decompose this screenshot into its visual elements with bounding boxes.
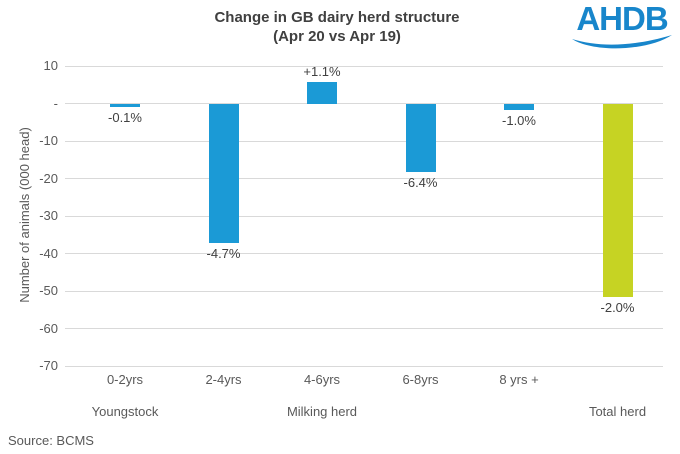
bar-value-label: +1.1% [303,64,341,80]
bar-value-label: -6.4% [403,175,438,191]
bar [602,103,633,297]
ahdb-wave-icon [572,35,672,49]
ahdb-logo-text: AHDB [576,0,668,37]
x-axis-tick-labels: 0-2yrs 2-4yrs 4-6yrs 6-8yrs 8 yrs + [0,372,680,388]
gridline [65,365,663,367]
chart-title-line2: (Apr 20 vs Apr 19) [273,28,401,45]
gridline [65,328,663,329]
x-axis-group-labels: Youngstock Milking herd Total herd [0,404,680,420]
axis-group-label: Total herd [588,404,647,419]
bar [110,103,140,107]
y-tick-label: 10 [43,58,58,73]
gridline [65,65,663,67]
axis-group-label: Milking herd [286,404,358,419]
gridline [65,178,663,179]
x-tick-label: 6-8yrs [402,372,439,387]
gridline [65,215,663,217]
gridline [65,103,663,104]
y-tick-label: -50 [39,283,58,298]
chart-title-line1: Change in GB dairy herd structure [214,9,460,26]
x-tick-label: 2-4yrs [205,372,242,387]
gridline [65,140,663,142]
gridline [65,253,663,254]
bar [405,103,436,173]
chart-title: Change in GB dairy herd structure (Apr 2… [107,8,567,46]
y-tick-label: -10 [39,133,58,148]
source-note: Source: BCMS [8,433,94,448]
y-tick-label: -30 [39,208,58,223]
axis-group-label: Youngstock [91,404,159,419]
bar-value-label: -0.1% [108,109,142,125]
bar-value-label: -2.0% [600,299,635,315]
y-tick-label: - [53,95,58,111]
bar [504,103,534,110]
plot-area: -0.1% -4.7% +1.1% -6.4% -1.0% -2.0% [65,64,663,367]
y-tick-label: -40 [39,245,58,261]
bar [307,82,337,104]
x-tick-label: 8 yrs + [499,372,539,387]
bar [208,103,239,244]
x-tick-label: 0-2yrs [106,372,144,387]
y-tick-label: -70 [39,358,58,373]
ahdb-logo: AHDB [568,0,676,51]
bar-value-label: -4.7% [206,246,241,262]
bar-value-label: -1.0% [502,112,536,128]
y-tick-label: -60 [39,320,58,336]
x-tick-label: 4-6yrs [303,372,341,387]
gridline [65,290,663,292]
y-tick-label: -20 [39,170,58,186]
